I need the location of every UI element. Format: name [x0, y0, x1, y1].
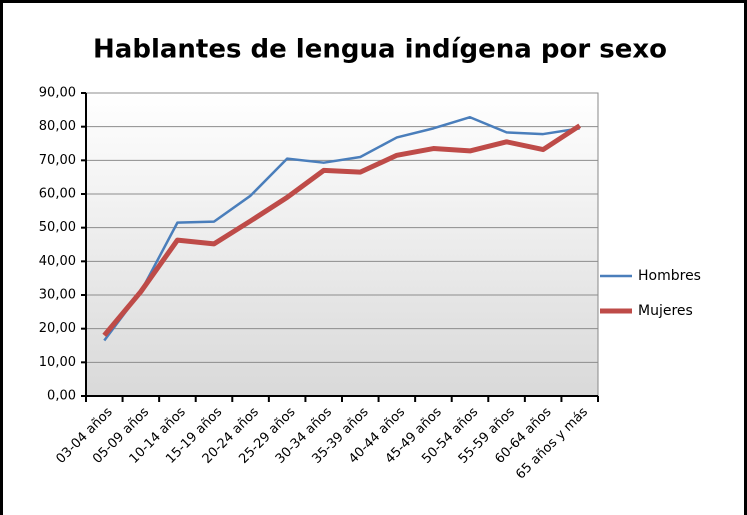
y-tick-label: 80,00 — [39, 119, 76, 134]
y-tick-label: 40,00 — [39, 254, 76, 269]
y-tick-label: 50,00 — [39, 220, 76, 235]
y-tick-label: 90,00 — [39, 86, 76, 101]
legend-label: Mujeres — [638, 303, 693, 319]
chart-title: Hablantes de lengua indígena por sexo — [93, 35, 667, 65]
legend-label: Hombres — [638, 268, 701, 284]
series-line — [102, 123, 582, 338]
y-tick-label: 30,00 — [39, 288, 76, 303]
y-tick-label: 10,00 — [39, 355, 76, 370]
series-line — [103, 115, 580, 342]
y-tick-label: 0,00 — [47, 389, 76, 404]
plot-area — [85, 92, 599, 397]
y-tick-label: 60,00 — [39, 187, 76, 202]
y-tick-label: 70,00 — [39, 153, 76, 168]
y-tick-label: 20,00 — [39, 321, 76, 336]
